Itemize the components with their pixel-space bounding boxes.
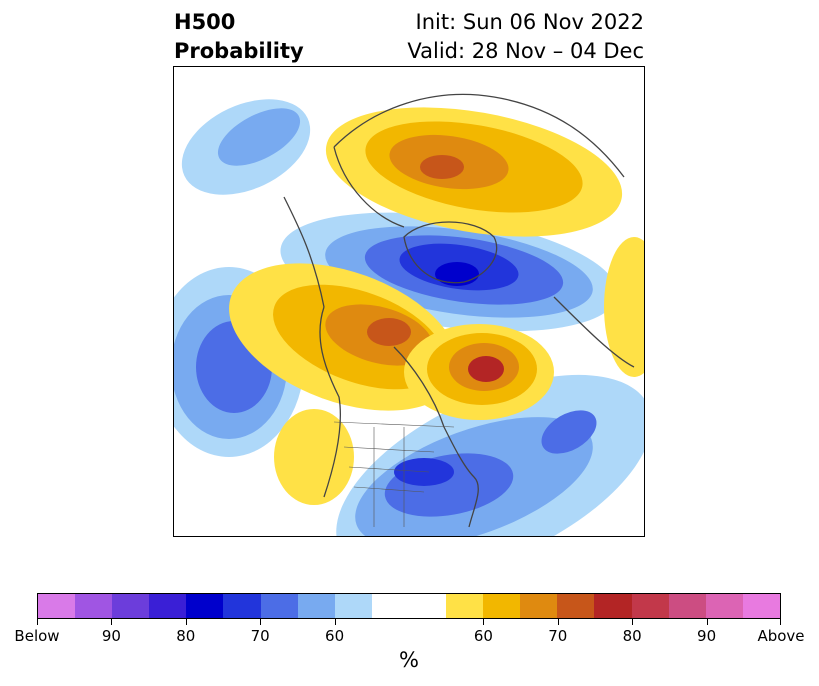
colorbar-label: 80: [176, 627, 196, 645]
north-america-outline: [319, 306, 479, 528]
colorbar-segment: [594, 594, 632, 618]
colorbar-label: 70: [250, 627, 270, 645]
coastlines: [283, 93, 635, 528]
colorbar-tick: [780, 619, 781, 625]
colorbar-tick: [706, 619, 708, 625]
colorbar-segment: [631, 594, 669, 618]
colorbar-label: 80: [622, 627, 642, 645]
colorbar-tick: [37, 619, 38, 625]
colorbar-tick: [260, 619, 262, 625]
colorbar-segment: [149, 594, 187, 618]
anomaly-arctic-5: [435, 262, 479, 286]
colorbar-segment: [557, 594, 595, 618]
colorbar-segment: [446, 594, 484, 618]
greenland-outline: [403, 221, 498, 284]
borders: [333, 421, 455, 527]
colorbar-segment: [520, 594, 558, 618]
colorbar-segment: [334, 594, 372, 618]
us-state-lines: [343, 427, 435, 527]
colorbar-tick: [185, 619, 187, 625]
anomaly-europe-4: [420, 155, 464, 179]
colorbar-tick: [483, 619, 485, 625]
alaska-outline: [283, 196, 325, 308]
anomaly-bering-inner: [217, 108, 301, 166]
anomaly-wcanada-4: [367, 318, 411, 346]
probability-map: [173, 66, 645, 537]
eurasia-outline: [333, 93, 635, 368]
colorbar-label: 90: [697, 627, 717, 645]
anomaly-hudson-4: [468, 356, 504, 382]
probability-colorbar: [37, 593, 781, 619]
colorbar-label: Below: [14, 627, 60, 645]
anomaly-west-us-1: [274, 409, 354, 505]
colorbar-segment: [75, 594, 113, 618]
date-info: Init: Sun 06 Nov 2022 Valid: 28 Nov – 04…: [407, 8, 644, 66]
colorbar-segment: [223, 594, 261, 618]
colorbar-tick: [557, 619, 559, 625]
anomaly-east-edge: [604, 237, 644, 377]
us-canada-border: [333, 421, 455, 428]
colorbar-segment: [705, 594, 743, 618]
above-normal-anomalies: [229, 107, 644, 505]
title-line-1: H500: [174, 10, 236, 34]
colorbar-segment: [186, 594, 224, 618]
colorbar-tick: [632, 619, 634, 625]
colorbar-segment: [742, 594, 780, 618]
chart-title: H500 Probability: [174, 8, 304, 66]
colorbar-unit: %: [399, 648, 419, 672]
colorbar-segment: [112, 594, 150, 618]
colorbar-segment: [483, 594, 521, 618]
init-date: Init: Sun 06 Nov 2022: [415, 10, 644, 34]
map-canvas: [174, 93, 644, 536]
colorbar-label: Above: [757, 627, 805, 645]
colorbar-segment: [38, 594, 76, 618]
colorbar-label: 60: [473, 627, 493, 645]
anomaly-atlantic-inner: [541, 410, 597, 454]
colorbar-tick: [111, 619, 113, 625]
colorbar-segment: [260, 594, 298, 618]
anomaly-east-us-4: [394, 458, 454, 486]
colorbar-label: 90: [101, 627, 121, 645]
valid-range: Valid: 28 Nov – 04 Dec: [407, 39, 644, 63]
colorbar-tick: [334, 619, 336, 625]
colorbar-segment: [668, 594, 706, 618]
colorbar-segment: [371, 594, 447, 618]
colorbar-label: 60: [325, 627, 345, 645]
title-line-2: Probability: [174, 39, 304, 63]
colorbar-segment: [297, 594, 335, 618]
colorbar-label: 70: [548, 627, 568, 645]
